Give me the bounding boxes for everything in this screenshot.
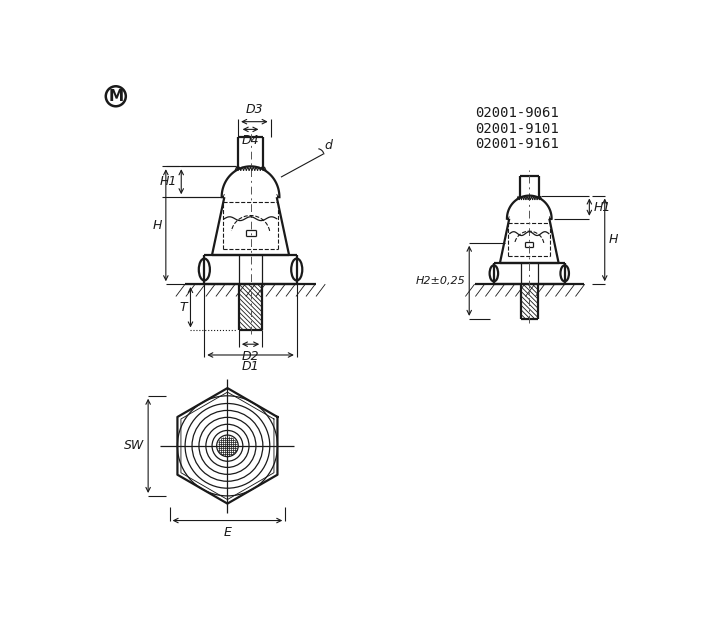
Text: H: H bbox=[608, 233, 618, 247]
Text: 02001-9161: 02001-9161 bbox=[475, 137, 559, 151]
Text: D1: D1 bbox=[242, 360, 260, 374]
Text: T: T bbox=[179, 301, 187, 314]
Text: D4: D4 bbox=[242, 134, 260, 147]
Text: H1: H1 bbox=[160, 175, 177, 188]
Text: d: d bbox=[325, 140, 333, 152]
Text: M: M bbox=[108, 89, 124, 104]
Text: H: H bbox=[153, 219, 162, 231]
Text: SW: SW bbox=[124, 439, 144, 452]
Text: D2: D2 bbox=[242, 350, 260, 362]
Text: D3: D3 bbox=[246, 103, 263, 116]
Text: 02001-9101: 02001-9101 bbox=[475, 121, 559, 136]
Text: H1: H1 bbox=[593, 201, 611, 214]
Text: H2±0,25: H2±0,25 bbox=[416, 276, 465, 286]
Text: 02001-9061: 02001-9061 bbox=[475, 106, 559, 120]
Text: E: E bbox=[223, 526, 231, 539]
